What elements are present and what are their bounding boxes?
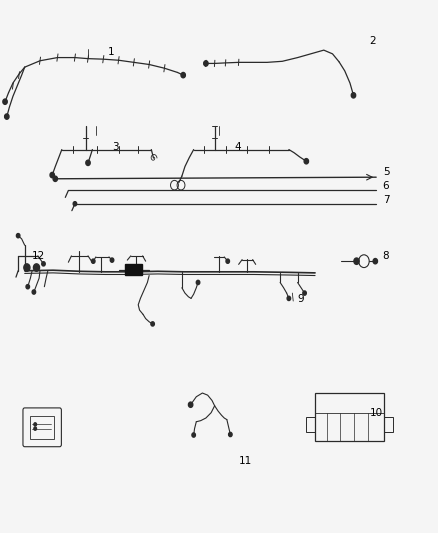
Bar	[315, 393, 384, 441]
Text: 7: 7	[383, 195, 389, 205]
Circle shape	[287, 296, 290, 301]
Circle shape	[86, 160, 90, 165]
Circle shape	[16, 233, 20, 238]
Text: 4: 4	[234, 142, 241, 152]
Circle shape	[24, 264, 30, 271]
Circle shape	[188, 402, 193, 407]
Circle shape	[196, 280, 200, 285]
Text: 6: 6	[383, 181, 389, 191]
Bar	[30, 416, 54, 439]
Circle shape	[351, 93, 356, 98]
Text: 5: 5	[383, 167, 389, 177]
Circle shape	[92, 259, 95, 263]
Circle shape	[151, 322, 154, 326]
Text: 12: 12	[32, 251, 46, 261]
Bar	[384, 417, 393, 432]
Text: 9: 9	[297, 294, 304, 304]
Circle shape	[192, 433, 195, 437]
Text: 1: 1	[108, 46, 114, 56]
Circle shape	[42, 262, 45, 266]
Circle shape	[73, 201, 77, 206]
Circle shape	[181, 72, 185, 78]
Text: 8: 8	[383, 251, 389, 261]
Circle shape	[354, 258, 359, 264]
Circle shape	[204, 61, 208, 66]
Bar	[306, 417, 315, 432]
Text: 2: 2	[370, 36, 376, 46]
Circle shape	[110, 258, 114, 262]
Circle shape	[34, 423, 36, 426]
Text: 3: 3	[112, 142, 119, 152]
Circle shape	[33, 264, 39, 271]
Circle shape	[50, 172, 54, 177]
Text: 11: 11	[239, 456, 252, 466]
Bar	[125, 264, 142, 275]
Circle shape	[34, 427, 36, 430]
Circle shape	[304, 159, 308, 164]
Circle shape	[229, 432, 232, 437]
Text: 10: 10	[370, 408, 383, 418]
Circle shape	[226, 259, 230, 263]
Circle shape	[53, 176, 57, 181]
Circle shape	[373, 259, 378, 264]
Circle shape	[3, 99, 7, 104]
Circle shape	[26, 285, 29, 289]
Circle shape	[32, 290, 35, 294]
Circle shape	[5, 114, 9, 119]
Circle shape	[303, 291, 306, 295]
